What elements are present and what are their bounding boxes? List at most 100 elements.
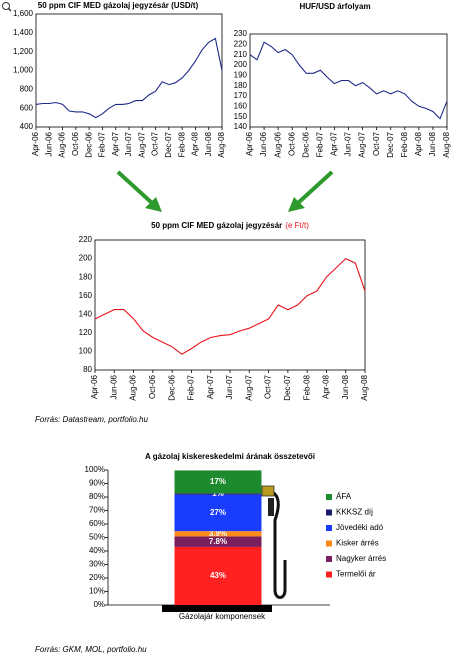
legend-swatch	[326, 494, 332, 500]
x-tick-label: Oct-07	[264, 374, 273, 399]
y-tick-label: 220	[234, 39, 248, 48]
bar-segment	[174, 531, 262, 537]
plot-frame	[35, 13, 223, 128]
legend-label: KKKSZ díj	[336, 508, 373, 517]
y-tick-label: 10%	[89, 587, 105, 596]
y-tick-label: 40%	[89, 546, 105, 555]
x-tick-label: Jun-06	[259, 131, 268, 156]
x-tick-label: Jun-06	[109, 374, 118, 399]
y-tick-label: 1,000	[13, 66, 34, 75]
x-tick-label: Aug-07	[358, 131, 367, 157]
x-tick-label: Feb-08	[302, 374, 311, 400]
y-tick-label: 0%	[93, 600, 105, 609]
x-tick-label: Apr-06	[90, 374, 99, 399]
data-label: 7.8%	[209, 537, 227, 546]
x-tick-label: Apr-07	[206, 374, 215, 399]
x-tick-label: Apr-08	[191, 131, 200, 156]
y-tick-label: 200	[234, 60, 248, 69]
x-tick-label: Oct-07	[372, 131, 381, 156]
source-note: Forrás: GKM, MOL, portfolio.hu	[35, 645, 147, 654]
y-tick-label: 120	[79, 328, 93, 337]
y-tick-label: 1,400	[13, 28, 34, 37]
data-line	[249, 41, 448, 120]
chart-title: A gázolaj kiskereskedelmi árának összete…	[145, 452, 315, 461]
data-line	[94, 257, 366, 355]
y-tick-label: 50%	[89, 533, 105, 542]
y-tick-label: 220	[79, 235, 93, 244]
x-tick-label: Dec-07	[164, 131, 173, 157]
data-label: 27%	[210, 508, 226, 517]
data-line	[35, 37, 223, 119]
chart: 50 ppm CIF MED gázolaj jegyzésár (e Ft/t)…	[35, 221, 369, 424]
y-tick-label: 210	[234, 50, 248, 59]
x-tick-label: Feb-08	[400, 131, 409, 157]
y-tick-label: 160	[79, 291, 93, 300]
y-tick-label: 90%	[89, 479, 105, 488]
y-tick-label: 230	[234, 29, 248, 38]
x-tick-label: Aug-06	[129, 374, 138, 400]
bar-segment	[174, 493, 262, 495]
title-text: HUF/USD árfolyam	[299, 2, 370, 11]
legend-label: Termelői ár	[336, 570, 376, 579]
chart-title: HUF/USD árfolyam	[299, 2, 370, 11]
x-tick-label: Jun-08	[428, 131, 437, 156]
y-tick-label: 100	[79, 347, 93, 356]
y-tick-label: 600	[20, 103, 34, 112]
x-tick-label: Dec-07	[283, 374, 292, 400]
y-tick-label: 400	[20, 122, 34, 131]
x-tick-label: Jun-06	[44, 131, 53, 156]
x-tick-label: Jun-07	[344, 131, 353, 156]
x-tick-label: Aug-07	[137, 131, 146, 157]
y-tick-label: 140	[234, 122, 248, 131]
x-tick-label: Aug-07	[244, 374, 253, 400]
title-text: 50 ppm CIF MED gázolaj jegyzésár (USD/t)	[38, 1, 199, 10]
x-tick-label: Gázolajár komponensek	[179, 612, 266, 621]
legend-swatch	[326, 571, 332, 578]
zoom-icon	[2, 2, 12, 12]
title-unit: (e Ft/t)	[285, 221, 309, 230]
chart: 50 ppm CIF MED gázolaj jegyzésár (USD/t)…	[13, 1, 226, 158]
legend-label: ÁFA	[336, 492, 352, 501]
x-tick-label: Jun-08	[204, 131, 213, 156]
x-tick-label: Jun-08	[341, 374, 350, 399]
legend-label: Nagyker árrés	[336, 554, 386, 563]
legend-swatch	[326, 509, 332, 516]
data-label: 1%	[212, 489, 224, 498]
chart: A gázolaj kiskereskedelmi árának összete…	[35, 452, 386, 654]
x-tick-label: Aug-08	[217, 131, 226, 157]
y-tick-label: 100%	[85, 465, 105, 474]
arrows	[116, 170, 334, 212]
x-tick-label: Apr-07	[330, 131, 339, 156]
x-tick-label: Dec-06	[301, 131, 310, 157]
x-tick-label: Dec-07	[386, 131, 395, 157]
y-tick-label: 170	[234, 91, 248, 100]
y-tick-label: 80%	[89, 492, 105, 501]
x-tick-label: Feb-07	[98, 131, 107, 157]
y-tick-label: 180	[234, 81, 248, 90]
y-tick-label: 200	[79, 254, 93, 263]
y-tick-label: 70%	[89, 506, 105, 515]
x-tick-label: Dec-06	[167, 374, 176, 400]
y-tick-label: 160	[234, 101, 248, 110]
y-tick-label: 1,600	[13, 9, 34, 18]
legend-label: Jövedéki adó	[336, 523, 384, 532]
x-tick-label: Feb-07	[187, 374, 196, 400]
x-tick-label: Jun-07	[225, 374, 234, 399]
plot-frame	[94, 239, 366, 371]
y-tick-label: 1,200	[13, 47, 34, 56]
chart-title: 50 ppm CIF MED gázolaj jegyzésár (USD/t)	[38, 1, 199, 10]
x-tick-label: Jun-07	[124, 131, 133, 156]
x-tick-label: Feb-07	[315, 131, 324, 157]
x-tick-label: Apr-08	[414, 131, 423, 156]
x-tick-label: Feb-08	[177, 131, 186, 157]
y-tick-label: 800	[20, 84, 34, 93]
legend-swatch	[326, 525, 332, 531]
x-tick-label: Oct-06	[148, 374, 157, 399]
data-label: 43%	[210, 571, 226, 580]
y-tick-label: 180	[79, 272, 93, 281]
legend-label: Kisker árrés	[336, 539, 379, 548]
x-tick-label: Oct-07	[151, 131, 160, 156]
x-tick-label: Apr-08	[322, 374, 331, 399]
x-tick-label: Dec-06	[84, 131, 93, 157]
